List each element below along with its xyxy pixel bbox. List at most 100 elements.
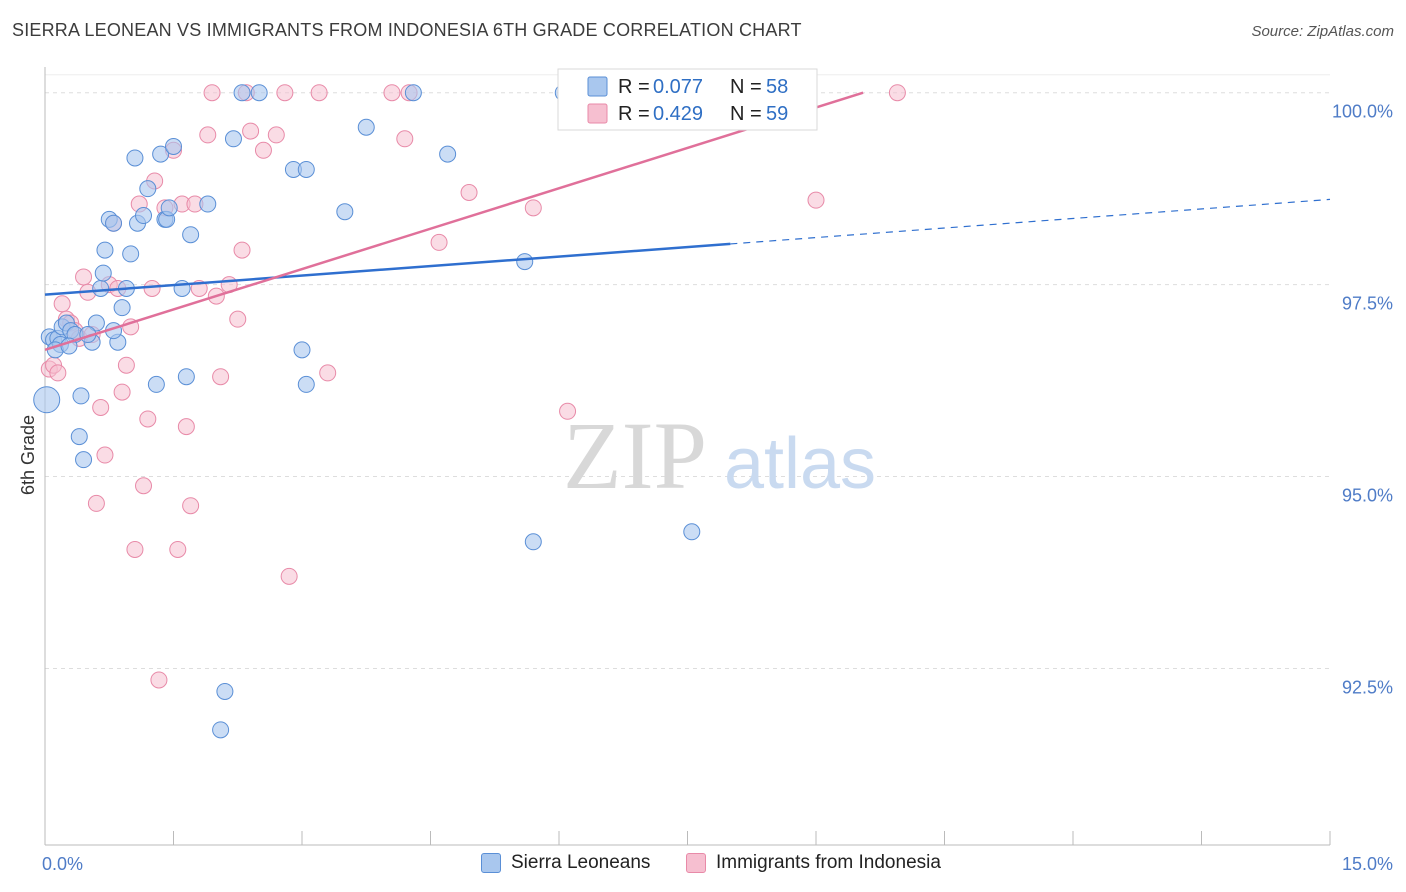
indonesia-point <box>267 126 285 144</box>
sierra-leonean-point <box>297 375 315 393</box>
watermark-atlas: atlas <box>724 424 876 504</box>
watermark-zip: ZIP <box>563 402 707 509</box>
x-tick-label: 0.0% <box>42 854 83 874</box>
series-indonesia-points <box>40 84 906 689</box>
sierra-leonean-point <box>126 149 144 167</box>
sierra-leonean-point <box>683 523 701 541</box>
sierra-leonean-point <box>182 226 200 244</box>
indonesia-point <box>319 364 337 382</box>
legend-item-sierra-leoneans: Sierra Leoneans <box>481 852 650 874</box>
x-tick-labels: 0.0% 15.0% <box>42 854 1393 874</box>
indonesia-point <box>53 295 71 313</box>
sierra-leonean-point <box>165 137 182 155</box>
indonesia-point <box>126 540 144 558</box>
legend-n-label-2: N = <box>730 103 762 125</box>
sierra-leonean-point <box>72 387 90 405</box>
y-tick-label: 100.0% <box>1332 102 1393 122</box>
legend-r-label-1: R = <box>618 76 650 98</box>
indonesia-point <box>75 268 93 286</box>
series-sierra-leonean-points <box>33 84 701 739</box>
legend-swatch-pink <box>587 103 608 124</box>
indonesia-point <box>460 184 478 201</box>
sierra-leonean-point <box>177 368 195 386</box>
indonesia-point <box>92 398 110 416</box>
sierra-leonean-point <box>75 451 93 469</box>
indonesia-point <box>117 356 135 374</box>
sierra-leonean-point <box>147 375 165 393</box>
sierra-leonean-point <box>139 180 157 198</box>
watermark: ZIP atlas <box>563 402 876 509</box>
bottom-legend: Sierra Leoneans Immigrants from Indonesi… <box>0 852 1406 878</box>
y-axis-label: 6th Grade <box>18 415 38 495</box>
sierra-leonean-point <box>404 84 422 102</box>
y-tick-labels: 100.0% 97.5% 95.0% 92.5% <box>1332 102 1393 698</box>
indonesia-point <box>310 84 328 102</box>
legend-label-indonesia: Immigrants from Indonesia <box>716 852 941 873</box>
chart-title: SIERRA LEONEAN VS IMMIGRANTS FROM INDONE… <box>12 20 802 40</box>
indonesia-point <box>430 233 448 251</box>
indonesia-point <box>49 364 67 382</box>
indonesia-point <box>135 477 153 495</box>
indonesia-point <box>396 130 414 148</box>
trend-lines <box>44 91 1331 352</box>
y-tick-label: 97.5% <box>1342 294 1393 314</box>
indonesia-point <box>229 310 247 328</box>
sierra-leonean-point <box>152 145 170 163</box>
legend-r-label-2: R = <box>618 103 650 125</box>
legend-r-value-1: 0.077 <box>653 76 703 98</box>
sierra-leonean-point <box>224 130 242 148</box>
indonesia-point <box>150 671 168 689</box>
indonesia-point <box>559 402 577 420</box>
sierra-leonean-point <box>70 428 88 446</box>
indonesia-point <box>524 199 542 217</box>
sierra-leonean-point <box>96 241 114 259</box>
sierra-leonean-point <box>250 84 268 102</box>
indonesia-point <box>182 497 200 515</box>
source-label: Source: ZipAtlas.com <box>1251 23 1394 40</box>
legend-label-sierra-leoneans: Sierra Leoneans <box>511 852 651 873</box>
indonesia-point <box>199 126 217 144</box>
indonesia-trendline <box>44 91 864 352</box>
sierra-leonean-point <box>92 279 110 297</box>
sierra-leonean-point <box>160 199 178 217</box>
sierra-leonean-point <box>105 214 123 232</box>
legend-swatch-indonesia <box>686 853 706 873</box>
sierra-leonean-trendline-extension <box>730 198 1331 245</box>
sierra-leonean-point <box>297 160 315 178</box>
legend-swatch-blue <box>587 76 608 97</box>
indonesia-point <box>87 494 105 512</box>
sierra-leonean-point <box>439 145 457 163</box>
indonesia-point <box>254 141 272 159</box>
sierra-leonean-point <box>357 118 375 136</box>
sierra-leonean-trendline <box>44 242 731 296</box>
legend-item-indonesia: Immigrants from Indonesia <box>686 852 941 874</box>
sierra-leonean-point <box>33 386 61 414</box>
y-tick-label: 92.5% <box>1342 677 1393 697</box>
sierra-leonean-point <box>135 207 153 225</box>
indonesia-point <box>143 279 161 297</box>
indonesia-point <box>113 383 131 401</box>
axes <box>44 67 1331 846</box>
y-tick-label: 95.0% <box>1342 486 1393 506</box>
indonesia-point <box>280 567 298 585</box>
indonesia-point <box>203 84 221 102</box>
sierra-leonean-point <box>524 533 542 551</box>
indonesia-point <box>807 191 825 209</box>
sierra-leonean-point <box>216 682 234 700</box>
indonesia-point <box>169 540 187 558</box>
x-tick-label: 15.0% <box>1342 854 1393 874</box>
sierra-leonean-point <box>212 721 230 739</box>
indonesia-point <box>888 84 906 102</box>
indonesia-point <box>383 84 401 102</box>
sierra-leonean-point <box>336 203 354 221</box>
indonesia-point <box>242 122 260 140</box>
indonesia-point <box>233 241 251 259</box>
sierra-leonean-point <box>122 245 140 263</box>
indonesia-point <box>212 368 230 386</box>
legend-swatch-sierra-leoneans <box>481 853 501 873</box>
indonesia-point <box>177 418 195 436</box>
indonesia-point <box>276 84 294 102</box>
sierra-leonean-point <box>199 195 217 213</box>
legend-n-label-1: N = <box>730 76 762 98</box>
